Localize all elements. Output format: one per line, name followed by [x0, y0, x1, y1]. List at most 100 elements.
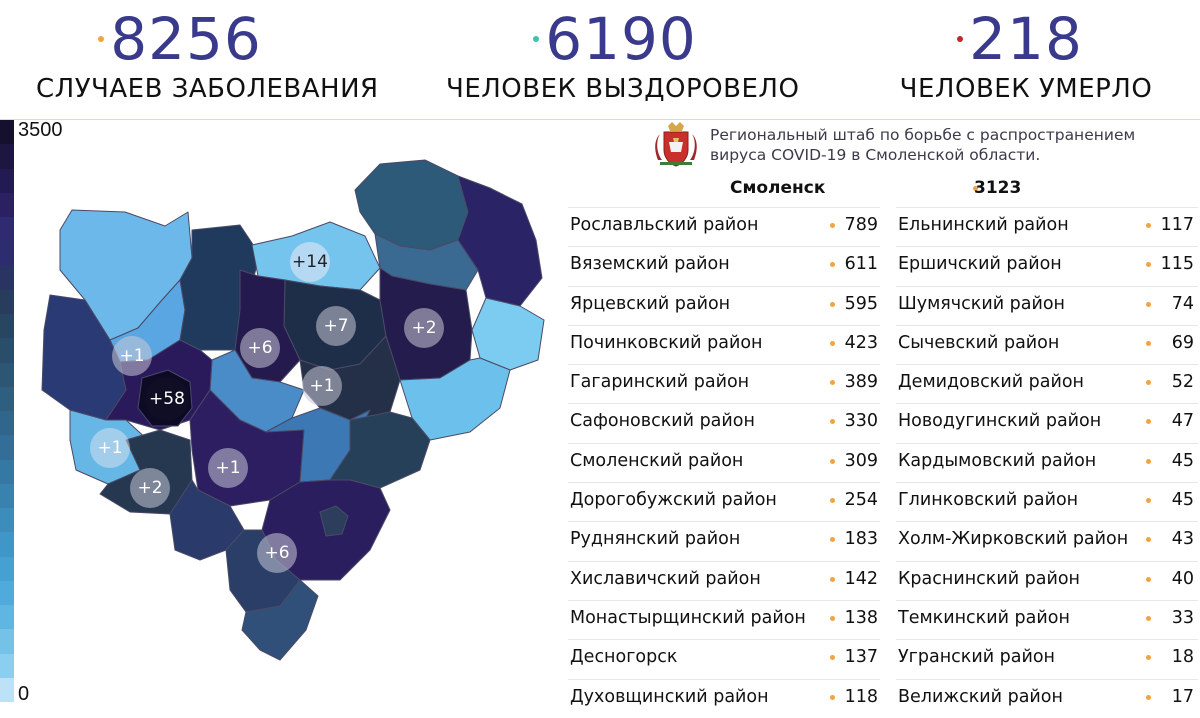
district-value: 118 — [844, 686, 878, 707]
district-row: Велижский район 17 — [896, 678, 1198, 718]
district-row: Монастырщинский район 138 — [568, 599, 880, 639]
district-row: Ершичский район 115 — [896, 246, 1198, 285]
district-row: Смоленский район 309 — [568, 442, 880, 482]
cases-label: СЛУЧАЕВ ЗАБОЛЕВАНИЯ — [36, 74, 379, 104]
increment-marker: +1 — [112, 336, 152, 376]
district-name: Десногорск — [570, 647, 678, 668]
district-row: Хиславичский район 142 — [568, 560, 880, 600]
divider — [0, 119, 1200, 120]
deaths-stat: 218 ЧЕЛОВЕК УМЕРЛО — [896, 6, 1156, 104]
increment-label: +2 — [411, 318, 436, 338]
district-value: 142 — [844, 568, 878, 589]
district-value: 45 — [1171, 490, 1194, 511]
district-gagarin — [354, 159, 469, 251]
district-row: Угранский район 18 — [896, 639, 1198, 678]
increment-label: +1 — [215, 458, 240, 478]
district-value: 117 — [1160, 215, 1194, 235]
district-name: Демидовский район — [898, 372, 1084, 393]
district-name: Угранский район — [898, 647, 1055, 668]
increment-label: +1 — [119, 346, 144, 366]
hq-title-line2: вируса COVID-19 в Смоленской области. — [710, 146, 1041, 164]
district-value: 18 — [1171, 647, 1194, 668]
recovered-stat: 6190 ЧЕЛОВЕК ВЫЗДОРОВЕЛО — [446, 6, 800, 104]
district-row: Сычевский район 69 — [896, 324, 1198, 364]
district-name: Велижский район — [898, 686, 1063, 707]
district-value: 69 — [1171, 332, 1194, 353]
hq-header: Региональный штаб по борьбе с распростра… — [654, 122, 1174, 170]
district-row: Дорогобужский район 254 — [568, 482, 880, 521]
bullet-dot — [1146, 301, 1151, 307]
district-row: Ярцевский район 595 — [568, 285, 880, 325]
increment-marker: +14 — [290, 242, 330, 282]
district-value: 389 — [844, 372, 878, 393]
legend-swatch — [0, 265, 14, 290]
district-row: Темкинский район 33 — [896, 599, 1198, 639]
district-row: Демидовский район 52 — [896, 364, 1198, 403]
district-row: Новодугинский район 47 — [896, 403, 1198, 442]
increment-marker: +7 — [316, 306, 356, 346]
district-value: 74 — [1171, 293, 1194, 314]
bullet-dot — [830, 262, 835, 268]
district-name: Починковский район — [570, 332, 763, 353]
district-row: Глинковский район 45 — [896, 482, 1198, 521]
increment-marker: +1 — [302, 366, 342, 406]
district-value: 45 — [1171, 450, 1194, 471]
increment-label: +14 — [292, 252, 328, 272]
bullet-dot — [830, 655, 835, 661]
bullet-dot — [1146, 498, 1151, 504]
bullet-dot — [830, 301, 835, 307]
legend-swatch — [0, 605, 14, 630]
district-row: Краснинский район 40 — [896, 560, 1198, 600]
bullet-dot — [1146, 340, 1151, 346]
bullet-dot — [830, 537, 835, 543]
district-value: 47 — [1171, 411, 1194, 432]
bullet-dot — [830, 498, 835, 504]
increment-label: +6 — [264, 543, 289, 563]
districts-right-column: Ельнинский район 117 Ершичский район 115 Шум… — [896, 207, 1198, 718]
cases-number: 8256 — [110, 5, 262, 73]
increment-label: +6 — [247, 338, 272, 358]
district-name: Кардымовский район — [898, 450, 1097, 471]
increment-label: +7 — [323, 316, 348, 336]
district-name: Холм-Жирковский район — [898, 529, 1129, 550]
district-row: Рославльский район 789 — [568, 207, 880, 246]
increment-marker: +1 — [208, 448, 248, 488]
district-name: Сычевский район — [898, 332, 1060, 353]
bullet-dot — [830, 694, 835, 700]
legend-swatch — [0, 386, 14, 411]
legend-swatch — [0, 289, 14, 314]
district-value: 309 — [844, 450, 878, 471]
deaths-label: ЧЕЛОВЕК УМЕРЛО — [899, 74, 1153, 104]
district-name: Темкинский район — [898, 607, 1070, 628]
district-value: 17 — [1171, 686, 1194, 707]
district-value: 183 — [844, 529, 878, 550]
legend-max-label: 3500 — [18, 119, 63, 141]
legend-swatch — [0, 483, 14, 508]
district-yershichi — [241, 579, 319, 661]
bullet-dot — [830, 615, 835, 621]
legend-swatch — [0, 629, 14, 654]
district-value: 137 — [844, 647, 878, 668]
legend-swatch — [0, 677, 14, 702]
deaths-dot — [957, 36, 964, 42]
district-ugra — [399, 357, 511, 441]
color-scale-legend — [0, 120, 14, 702]
district-value: 52 — [1171, 372, 1194, 393]
district-name: Гагаринский район — [570, 372, 750, 393]
bullet-dot — [1146, 223, 1151, 228]
districts-left-column: Рославльский район 789 Вяземский район 611 Я… — [568, 207, 880, 718]
district-value: 789 — [844, 215, 878, 235]
district-name: Ершичский район — [898, 254, 1062, 275]
district-name: Монастырщинский район — [570, 607, 806, 628]
recovered-label: ЧЕЛОВЕК ВЫЗДОРОВЕЛО — [446, 74, 800, 104]
district-row: Десногорск 137 — [568, 639, 880, 678]
district-name: Краснинский район — [898, 568, 1080, 589]
bullet-dot — [1146, 694, 1151, 700]
bullet-dot — [1146, 419, 1151, 425]
legend-swatch — [0, 532, 14, 557]
increment-marker: +2 — [130, 468, 170, 508]
district-smolensk-city — [137, 369, 193, 427]
legend-swatch — [0, 120, 14, 145]
increment-label: +1 — [309, 376, 334, 396]
legend-swatch — [0, 217, 14, 242]
